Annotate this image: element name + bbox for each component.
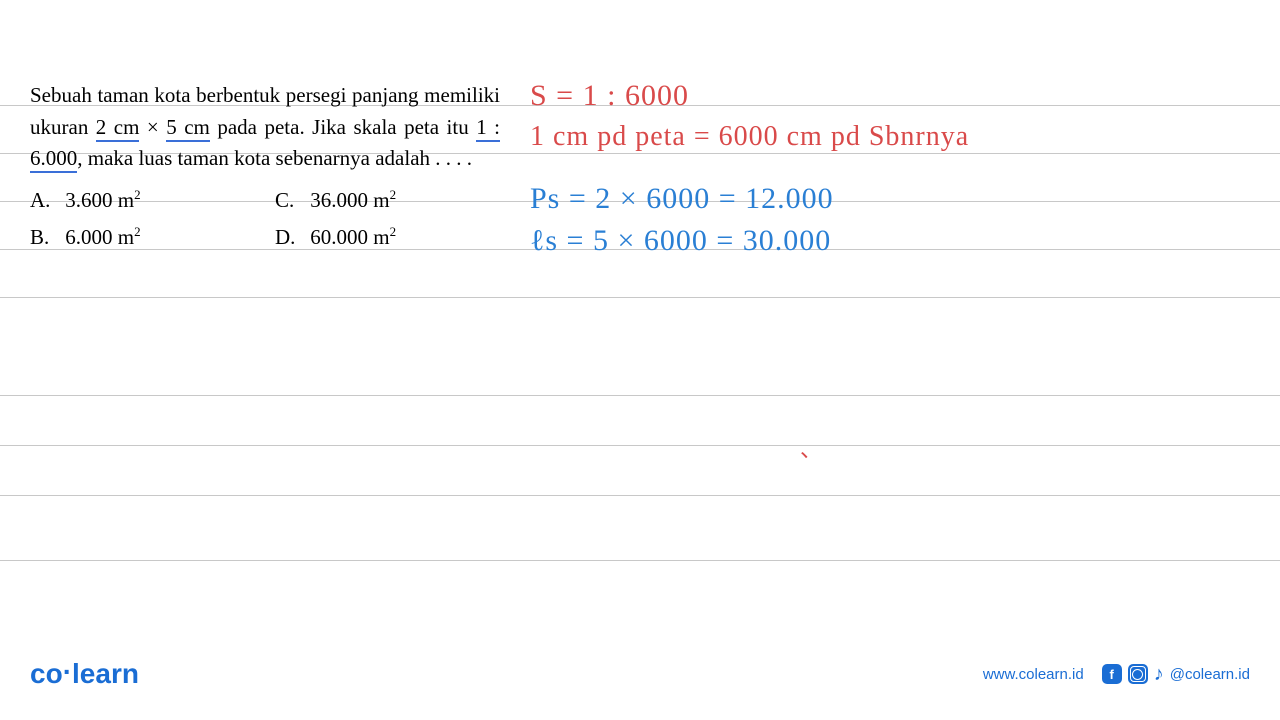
answer-b-value: 6.000 m <box>65 225 134 249</box>
question-dim2: 5 cm <box>166 115 210 142</box>
handwriting-line3: Ps = 2 × 6000 = 12.000 <box>530 178 1270 220</box>
question-block: Sebuah taman kota berbentuk persegi panj… <box>30 80 500 254</box>
handwriting-line4: ℓs = 5 × 6000 = 30.000 <box>530 220 1270 262</box>
logo-learn: learn <box>72 658 139 689</box>
question-part2: pada peta. Jika skala peta itu <box>210 115 476 139</box>
answer-a: A. 3.600 m2 <box>30 185 255 217</box>
question-part3: , maka luas taman kota sebenarnya adalah… <box>77 146 472 170</box>
answer-c-value: 36.000 m <box>310 188 389 212</box>
answer-d: D. 60.000 m2 <box>275 222 500 254</box>
answer-c-exp: 2 <box>390 187 397 202</box>
website-url: www.colearn.id <box>983 666 1084 683</box>
answer-c-letter: C. <box>275 185 305 217</box>
answer-c: C. 36.000 m2 <box>275 185 500 217</box>
instagram-icon <box>1128 664 1148 684</box>
handwriting-line2: 1 cm pd peta = 6000 cm pd Sbnrnya <box>530 117 1270 156</box>
logo: co·learn <box>30 658 139 690</box>
facebook-icon: f <box>1102 664 1122 684</box>
question-times: × <box>139 115 166 139</box>
footer: co·learn www.colearn.id f ♪ @colearn.id <box>30 658 1250 690</box>
footer-right: www.colearn.id f ♪ @colearn.id <box>983 663 1250 686</box>
answer-d-exp: 2 <box>390 224 397 239</box>
answer-a-value: 3.600 m <box>65 188 134 212</box>
logo-dot: · <box>63 656 72 687</box>
handwriting-line1: S = 1 : 6000 <box>530 75 1270 117</box>
stray-mark: 、 <box>800 432 822 464</box>
answer-b: B. 6.000 m2 <box>30 222 255 254</box>
social-icons: f ♪ @colearn.id <box>1102 663 1250 686</box>
question-text: Sebuah taman kota berbentuk persegi panj… <box>30 80 500 175</box>
logo-co: co <box>30 658 63 689</box>
social-handle: @colearn.id <box>1170 666 1250 683</box>
answer-d-value: 60.000 m <box>310 225 389 249</box>
answer-b-letter: B. <box>30 222 60 254</box>
answer-b-exp: 2 <box>134 224 141 239</box>
question-dim1: 2 cm <box>96 115 140 142</box>
answer-a-letter: A. <box>30 185 60 217</box>
answer-d-letter: D. <box>275 222 305 254</box>
tiktok-icon: ♪ <box>1154 663 1164 686</box>
handwriting-area: S = 1 : 6000 1 cm pd peta = 6000 cm pd S… <box>530 75 1270 262</box>
answer-options: A. 3.600 m2 C. 36.000 m2 B. 6.000 m2 D. … <box>30 185 500 254</box>
answer-a-exp: 2 <box>134 187 141 202</box>
